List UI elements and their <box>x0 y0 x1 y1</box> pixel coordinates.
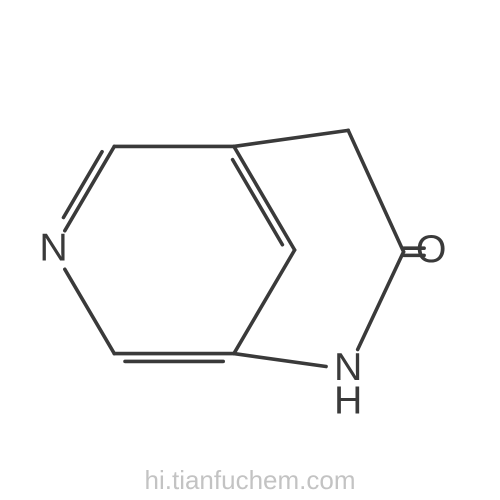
svg-text:O: O <box>416 227 447 271</box>
svg-text:N: N <box>39 225 67 269</box>
atom-N_ring: N <box>39 225 67 269</box>
figure-stage: NNHO hi.tianfuchem.com <box>0 0 500 500</box>
atom-O: O <box>416 227 447 271</box>
atom-N_H: NH <box>334 345 362 422</box>
molecule-diagram: N NH O <box>0 0 500 500</box>
svg-text:H: H <box>334 378 362 422</box>
